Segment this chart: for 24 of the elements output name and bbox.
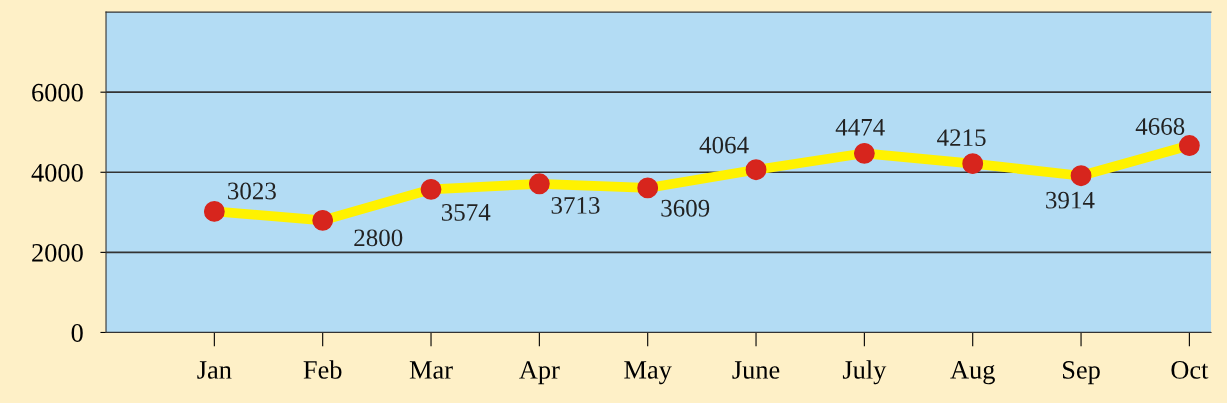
- x-tick-label: Aug: [950, 361, 995, 385]
- data-label: 3574: [441, 204, 491, 221]
- data-label: 3609: [661, 199, 710, 217]
- x-tick-label: Apr: [519, 361, 560, 385]
- y-tick-label: 6000: [32, 83, 83, 102]
- x-tick-label: Mar: [409, 361, 453, 379]
- x-tick-label: Jan: [197, 361, 232, 379]
- data-label: 3023: [228, 182, 276, 200]
- data-label: 4215: [937, 129, 986, 147]
- x-tick-label: Sep: [1063, 361, 1100, 385]
- data-label: 3713: [551, 197, 600, 214]
- y-tick-label: 4000: [31, 163, 83, 182]
- x-tick-label: May: [624, 361, 672, 385]
- data-label: 3914: [1046, 191, 1095, 209]
- data-label: 4668: [1135, 118, 1185, 135]
- data-label: 4064: [699, 136, 749, 154]
- x-tick-label: Feb: [303, 360, 342, 379]
- data-label: 4474: [835, 119, 885, 136]
- y-tick-label: 2000: [32, 243, 83, 262]
- x-tick-label: June: [732, 361, 780, 379]
- x-tick-label: Oct: [1171, 361, 1209, 379]
- x-tick-label: July: [842, 360, 887, 385]
- data-label: 2800: [354, 229, 403, 247]
- y-tick-label: 0: [71, 324, 83, 342]
